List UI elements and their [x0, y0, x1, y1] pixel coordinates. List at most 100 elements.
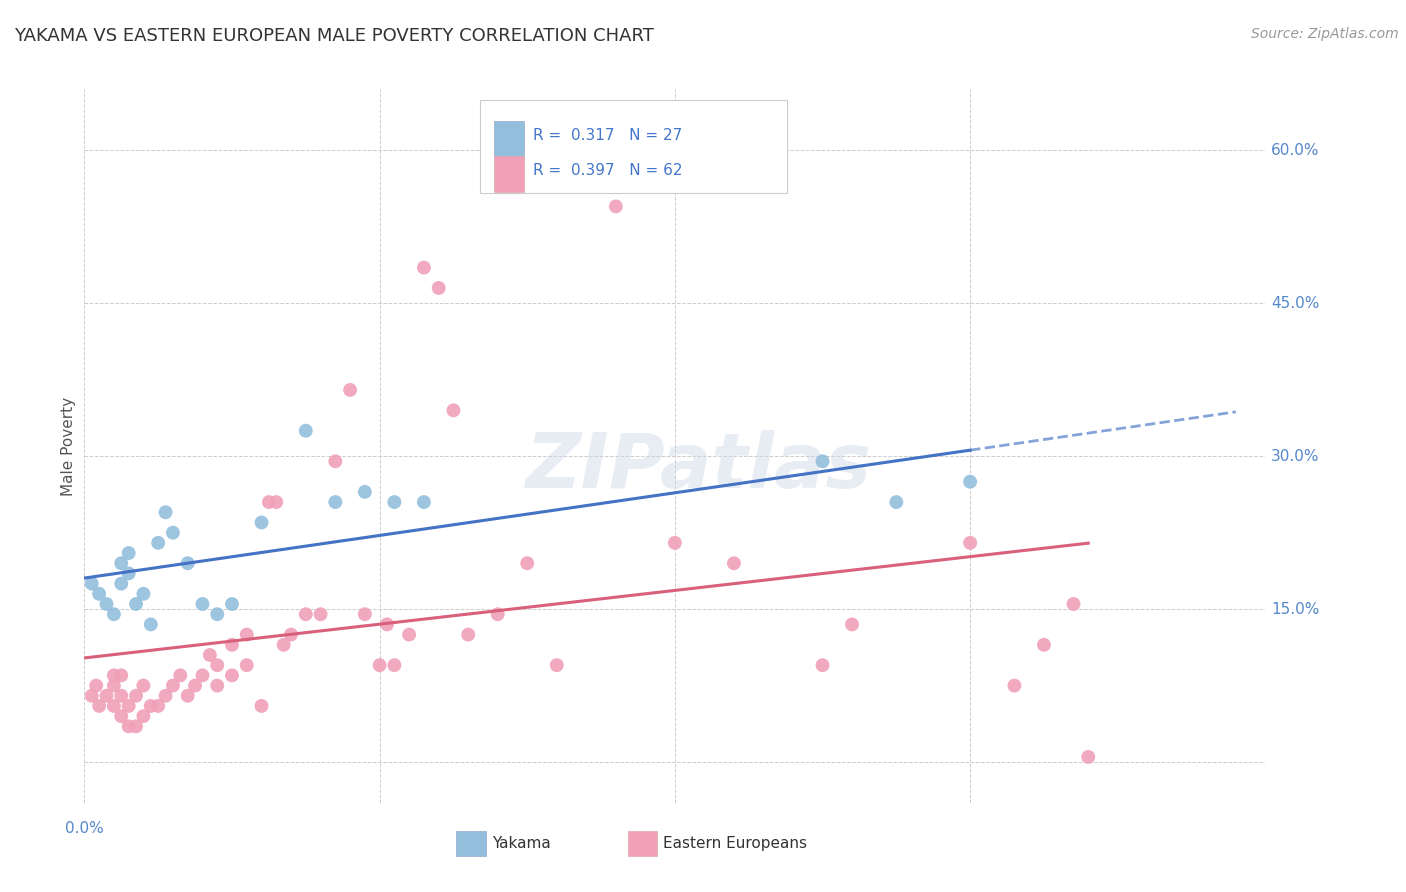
Point [235, 627, 259, 641]
Point [177, 556, 200, 570]
Point [162, 525, 184, 540]
Point [250, 516, 273, 530]
Point [118, 698, 141, 713]
Point [132, 709, 155, 723]
Point [110, 709, 132, 723]
Point [1063, 597, 1085, 611]
Text: Source: ZipAtlas.com: Source: ZipAtlas.com [1251, 27, 1399, 41]
Point [841, 617, 863, 632]
Point [198, 648, 221, 662]
Point [96, 689, 118, 703]
Point [191, 597, 214, 611]
Point [87, 587, 111, 601]
Text: Eastern Europeans: Eastern Europeans [664, 836, 807, 851]
Text: YAKAMA VS EASTERN EUROPEAN MALE POVERTY CORRELATION CHART: YAKAMA VS EASTERN EUROPEAN MALE POVERTY … [14, 27, 654, 45]
Point [205, 658, 228, 673]
Point [148, 698, 170, 713]
Point [959, 536, 981, 550]
Point [427, 281, 450, 295]
Point [375, 617, 398, 632]
Point [221, 668, 243, 682]
Point [309, 607, 332, 622]
Point [354, 607, 377, 622]
Point [323, 454, 347, 468]
Point [413, 260, 436, 275]
Point [723, 556, 745, 570]
Point [205, 679, 228, 693]
Point [382, 495, 406, 509]
Point [959, 475, 981, 489]
Point [257, 495, 280, 509]
Point [546, 658, 568, 673]
Text: R =  0.397   N = 62: R = 0.397 N = 62 [533, 163, 683, 178]
Point [664, 536, 686, 550]
Point [1032, 638, 1054, 652]
Point [1077, 750, 1099, 764]
Point [486, 607, 509, 622]
Point [118, 719, 141, 733]
Point [118, 566, 141, 581]
Point [84, 679, 107, 693]
Bar [494, 156, 523, 192]
Point [295, 424, 318, 438]
Point [87, 698, 111, 713]
Point [148, 536, 170, 550]
Point [110, 689, 132, 703]
Point [382, 658, 406, 673]
Point [280, 627, 302, 641]
Point [132, 679, 155, 693]
Point [273, 638, 295, 652]
Point [132, 587, 155, 601]
Point [80, 689, 103, 703]
Point [103, 668, 125, 682]
Point [139, 698, 162, 713]
Point [457, 627, 479, 641]
Point [250, 698, 273, 713]
Point [605, 199, 627, 213]
Point [110, 576, 132, 591]
Text: R =  0.317   N = 27: R = 0.317 N = 27 [533, 128, 682, 143]
Text: 30.0%: 30.0% [1271, 449, 1320, 464]
Point [205, 607, 228, 622]
FancyBboxPatch shape [479, 100, 787, 193]
Text: ZIPatlas: ZIPatlas [526, 431, 872, 504]
Point [110, 556, 132, 570]
Y-axis label: Male Poverty: Male Poverty [60, 396, 76, 496]
Point [398, 627, 420, 641]
Text: 45.0%: 45.0% [1271, 296, 1320, 310]
Point [155, 505, 177, 519]
Point [221, 597, 243, 611]
Point [139, 617, 162, 632]
Point [886, 495, 908, 509]
Bar [457, 831, 486, 856]
Point [368, 658, 391, 673]
Point [516, 556, 538, 570]
Point [80, 576, 103, 591]
Point [169, 668, 191, 682]
Bar [627, 831, 657, 856]
Bar [494, 121, 523, 157]
Text: 0.0%: 0.0% [65, 821, 104, 836]
Point [811, 658, 834, 673]
Point [235, 658, 259, 673]
Point [125, 597, 148, 611]
Text: 60.0%: 60.0% [1271, 143, 1320, 158]
Point [413, 495, 436, 509]
Point [264, 495, 288, 509]
Point [118, 546, 141, 560]
Point [811, 454, 834, 468]
Point [323, 495, 347, 509]
Point [103, 607, 125, 622]
Point [441, 403, 464, 417]
Point [103, 679, 125, 693]
Text: 15.0%: 15.0% [1271, 601, 1320, 616]
Point [191, 668, 214, 682]
Point [177, 689, 200, 703]
Point [110, 668, 132, 682]
Point [184, 679, 207, 693]
Text: Yakama: Yakama [492, 836, 551, 851]
Point [125, 689, 148, 703]
Point [354, 484, 377, 499]
Point [221, 638, 243, 652]
Point [103, 698, 125, 713]
